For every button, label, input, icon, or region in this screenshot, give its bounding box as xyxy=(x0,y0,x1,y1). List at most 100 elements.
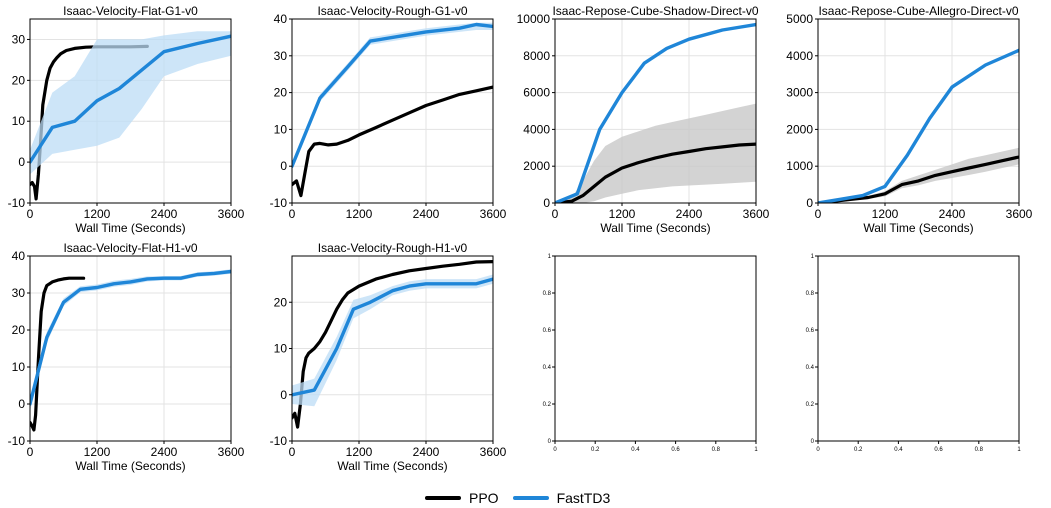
y-tick-label-2: 10 xyxy=(274,122,288,136)
y-tick-label-0: -10 xyxy=(270,196,288,210)
band-fasttd3 xyxy=(30,269,231,412)
y-tick-label-1: 0 xyxy=(18,155,25,169)
y-tick-label-2: 10 xyxy=(274,342,288,356)
x-tick-label-3: 0.6 xyxy=(671,447,680,453)
plot-area xyxy=(30,31,231,201)
y-tick-label-5: 40 xyxy=(12,249,26,263)
y-tick-label-3: 6000 xyxy=(523,86,550,100)
x-tick-label-3: 3600 xyxy=(480,207,507,221)
subplot-2: 0 1200 2400 3600-10010203040Isaac-Velocity-… xyxy=(270,4,507,221)
subplot-title: Isaac-Repose-Cube-Allegro-Direct-v0 xyxy=(818,4,1018,18)
x-tick-label-5: 1 xyxy=(1017,447,1021,453)
y-tick-label-2: 0.4 xyxy=(543,365,552,371)
line-fasttd3 xyxy=(30,269,231,406)
y-tick-label-4: 30 xyxy=(274,49,288,63)
y-tick-label-5: 1 xyxy=(811,254,815,260)
y-tick-label-1: 0 xyxy=(280,159,287,173)
band-fasttd3 xyxy=(30,31,231,175)
x-axis-label: Wall Time (Seconds) xyxy=(75,221,185,235)
y-tick-label-3: 20 xyxy=(12,323,26,337)
x-tick-label-5: 1 xyxy=(754,447,758,453)
x-tick-label-2: 2400 xyxy=(939,207,966,221)
line-fasttd3 xyxy=(818,48,1019,203)
y-tick-label-5: 1 xyxy=(548,254,552,260)
subplot-title: Isaac-Velocity-Flat-G1-v0 xyxy=(63,4,198,18)
x-tick-label-0: 0 xyxy=(27,445,34,459)
x-tick-label-3: 3600 xyxy=(218,207,245,221)
x-tick-label-3: 3600 xyxy=(743,207,770,221)
subplot-title: Isaac-Repose-Cube-Shadow-Direct-v0 xyxy=(552,4,758,18)
line-fasttd3 xyxy=(30,34,231,164)
line-ppo xyxy=(555,142,756,203)
x-tick-label-2: 0.4 xyxy=(894,447,903,453)
x-tick-label-1: 1200 xyxy=(346,207,373,221)
subplot-title: Isaac-Velocity-Rough-G1-v0 xyxy=(317,4,467,18)
subplot-8: 0 0.2 0.4 0.6 0.8 1 0 0.2 0.4 0.6 0.8 1 xyxy=(806,254,1022,453)
legend-label-ppo: PPO xyxy=(469,490,499,506)
x-tick-label-3: 0.6 xyxy=(934,447,943,453)
y-tick-label-1: 0.2 xyxy=(806,402,815,408)
x-tick-label-1: 1200 xyxy=(872,207,899,221)
x-tick-label-1: 1200 xyxy=(84,207,111,221)
y-tick-label-0: 0 xyxy=(548,439,552,445)
x-axis-label: Wall Time (Seconds) xyxy=(337,459,447,473)
axes-frame xyxy=(291,18,494,204)
x-tick-label-1: 1200 xyxy=(346,445,373,459)
y-tick-label-3: 20 xyxy=(12,73,26,87)
y-tick-label-0: -10 xyxy=(8,434,26,448)
x-tick-label-0: 0 xyxy=(289,445,296,459)
y-tick-label-3: 0.6 xyxy=(806,328,815,334)
legend-item-fasttd3: FastTD3 xyxy=(512,490,610,506)
line-fasttd3 xyxy=(292,277,493,397)
subplot-5: 0 1200 2400 3600-10010203040Isaac-Velocity-… xyxy=(8,241,245,473)
x-axis-label: Wall Time (Seconds) xyxy=(75,459,185,473)
x-tick-label-0: 0 xyxy=(816,447,820,453)
y-tick-label-0: 0 xyxy=(811,439,815,445)
x-tick-label-0: 0 xyxy=(553,447,557,453)
x-tick-label-0: 0 xyxy=(815,207,822,221)
x-tick-label-2: 2400 xyxy=(413,445,440,459)
subplot-3: 0 1200 2400 3600 0 2000 4000 6000 8000 10000Isaac… xyxy=(517,4,770,235)
axes-frame xyxy=(554,255,757,442)
y-tick-label-0: -10 xyxy=(270,434,288,448)
x-tick-label-1: 1200 xyxy=(609,207,636,221)
x-tick-label-0: 0 xyxy=(552,207,559,221)
line-ppo xyxy=(818,155,1019,203)
band-ppo xyxy=(555,103,756,203)
y-tick-label-1: 0.2 xyxy=(543,402,552,408)
subplot-title: Isaac-Velocity-Flat-H1-v0 xyxy=(63,241,197,255)
y-tick-label-5: 5000 xyxy=(786,12,813,26)
x-tick-label-1: 0.2 xyxy=(854,447,863,453)
plot-area xyxy=(292,260,493,429)
line-fasttd3 xyxy=(292,22,493,168)
y-tick-label-3: 0.6 xyxy=(543,328,552,334)
plot-area xyxy=(818,48,1019,203)
plot-area xyxy=(292,22,493,198)
subplot-title: Isaac-Velocity-Rough-H1-v0 xyxy=(318,241,468,255)
x-tick-label-0: 0 xyxy=(27,207,34,221)
y-tick-label-1: 2000 xyxy=(523,159,550,173)
axes-frame xyxy=(554,18,757,204)
legend-swatch-ppo xyxy=(425,496,461,500)
axes-frame xyxy=(817,255,1020,442)
y-tick-label-3: 20 xyxy=(274,86,288,100)
legend-item-ppo: PPO xyxy=(425,490,499,506)
subplot-6: 0 1200 2400 3600-1001020Isaac-Velocity-Roug… xyxy=(270,241,507,473)
y-tick-label-1: 0 xyxy=(280,388,287,402)
x-tick-label-2: 2400 xyxy=(676,207,703,221)
plot-area xyxy=(555,22,756,203)
axes-frame xyxy=(29,18,232,204)
y-tick-label-5: 40 xyxy=(274,12,288,26)
x-tick-label-3: 3600 xyxy=(218,445,245,459)
y-tick-label-4: 0.8 xyxy=(543,291,552,297)
y-tick-label-4: 4000 xyxy=(786,49,813,63)
y-tick-label-0: 0 xyxy=(806,196,813,210)
x-tick-label-4: 0.8 xyxy=(975,447,984,453)
y-tick-label-4: 30 xyxy=(12,286,26,300)
y-tick-label-1: 0 xyxy=(18,397,25,411)
y-tick-label-3: 20 xyxy=(274,295,288,309)
x-tick-label-4: 0.8 xyxy=(712,447,721,453)
y-tick-label-2: 2000 xyxy=(786,122,813,136)
subplot-1: 0 1200 2400 3600-100102030Isaac-Velocity-Fl… xyxy=(8,4,245,235)
